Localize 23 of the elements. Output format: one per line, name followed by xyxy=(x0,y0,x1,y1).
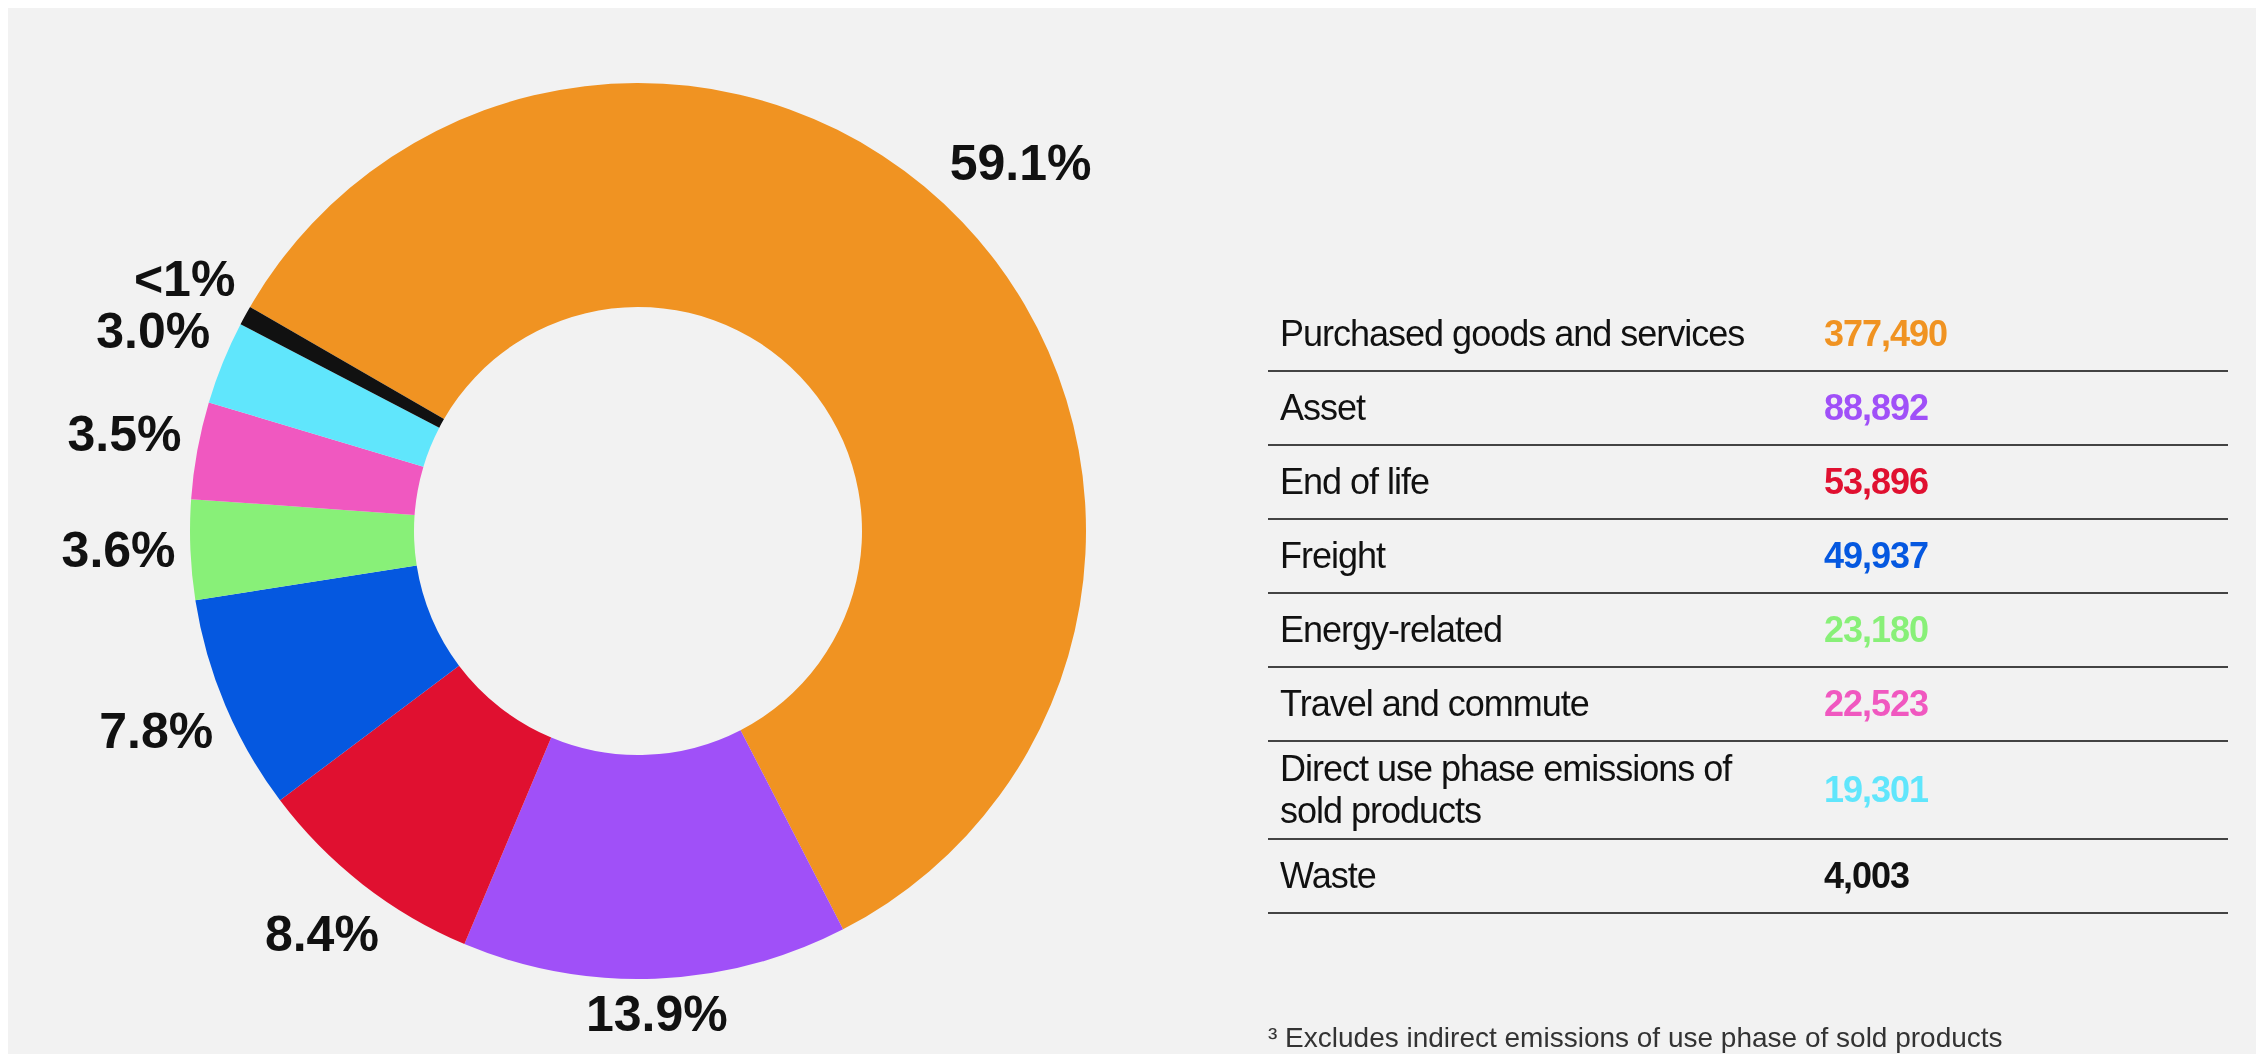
text: ³ Excludes indirect emissions of use phase of sold products xyxy=(1268,1022,2004,1054)
category-label: Asset xyxy=(1279,386,1367,430)
data-label: 49,937 xyxy=(1823,534,1930,578)
data-label: 7.8% xyxy=(99,703,214,760)
category-label: Direct use phase emissions of sold products xyxy=(1279,747,1733,833)
data-label: 13.9% xyxy=(585,986,728,1043)
data-label: 377,490 xyxy=(1823,312,1949,356)
category-label: Waste xyxy=(1279,854,1377,898)
category-label: Energy-related xyxy=(1279,608,1504,652)
data-label: 4,003 xyxy=(1823,854,1911,898)
data-label: 19,301 xyxy=(1823,768,1930,812)
data-label: 22,523 xyxy=(1823,682,1930,726)
category-label: Travel and commute xyxy=(1279,682,1590,726)
data-label: 59.1% xyxy=(949,135,1092,192)
data-label: 8.4% xyxy=(264,905,379,962)
data-label: 23,180 xyxy=(1823,608,1930,652)
data-label: 88,892 xyxy=(1823,386,1930,430)
category-label: Freight xyxy=(1279,534,1387,578)
data-label: 53,896 xyxy=(1823,460,1930,504)
data-label: 3.6% xyxy=(61,521,176,578)
category-label: Purchased goods and services xyxy=(1279,312,1746,356)
category-label: End of life xyxy=(1279,460,1431,504)
data-label: 3.5% xyxy=(67,405,182,462)
